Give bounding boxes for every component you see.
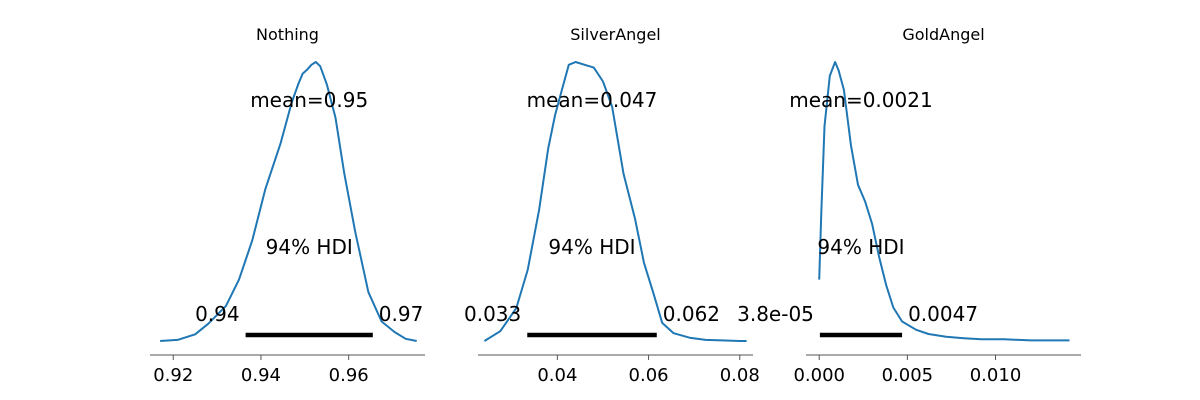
panel-silverangel: SilverAngel mean=0.047 94% HDI 0.033 0.062 0.… — [464, 25, 760, 386]
panel-3-title: GoldAngel — [902, 25, 984, 44]
panel-1-hdi-low-label: 0.94 — [195, 302, 240, 326]
panel-2-title: SilverAngel — [570, 25, 660, 44]
panel-goldangel: GoldAngel mean=0.0021 94% HDI 3.8e-05 0.0047… — [737, 25, 1081, 386]
panel-3-hdi-low-label: 3.8e-05 — [737, 302, 814, 326]
panel-1-tick-label: 0.92 — [153, 365, 193, 386]
panel-3-hdi-label: 94% HDI — [817, 235, 904, 259]
panel-2-hdi-label: 94% HDI — [548, 235, 635, 259]
panel-2-density-line — [483, 61, 747, 342]
panel-1-hdi-label: 94% HDI — [266, 235, 353, 259]
panel-2-tick-label: 0.08 — [720, 365, 760, 386]
panel-2-hdi-low-label: 0.033 — [464, 302, 521, 326]
panel-1-hdi-high-label: 0.97 — [379, 302, 424, 326]
panel-3-hdi-high-label: 0.0047 — [908, 302, 978, 326]
panel-2-hdi-high-label: 0.062 — [663, 302, 720, 326]
panel-1-density-line — [160, 61, 417, 342]
panel-3-mean-label: mean=0.0021 — [789, 88, 932, 112]
panel-3-tick-label: 0.010 — [970, 365, 1022, 386]
panel-1-title: Nothing — [256, 25, 319, 44]
panel-2-tick-label: 0.04 — [537, 365, 577, 386]
panel-3-tick-label: 0.000 — [793, 365, 845, 386]
panel-2-mean-label: mean=0.047 — [527, 88, 658, 112]
panel-1-tick-label: 0.96 — [329, 365, 369, 386]
panel-1-tick-label: 0.94 — [241, 365, 281, 386]
panel-3-tick-label: 0.005 — [882, 365, 934, 386]
panel-nothing: Nothing mean=0.95 94% HDI 0.94 0.97 0.92 0.94 0… — [150, 25, 425, 386]
panel-1-mean-label: mean=0.95 — [250, 88, 368, 112]
panel-2-tick-label: 0.06 — [629, 365, 669, 386]
panel-3-density-line — [818, 61, 1070, 342]
